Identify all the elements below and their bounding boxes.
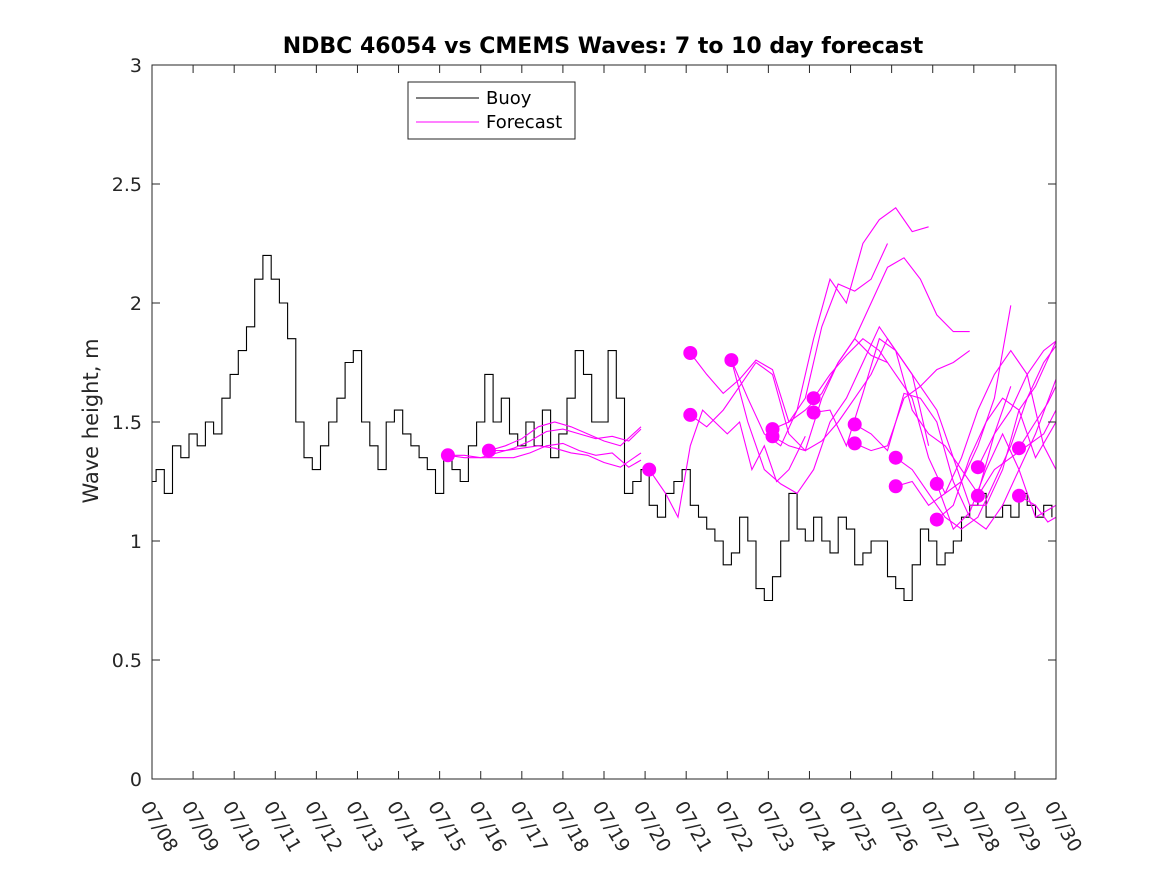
forecast-line-5 (648, 409, 806, 519)
forecast-marker-10 (806, 405, 821, 420)
x-tick-label: 07/10 (218, 798, 264, 856)
forecast-line-4 (488, 445, 642, 468)
y-tick-label: 0.5 (112, 650, 142, 672)
chart-title: NDBC 46054 vs CMEMS Waves: 7 to 10 day f… (283, 34, 924, 59)
forecast-line-22 (1018, 386, 1056, 449)
legend-buoy-label: Buoy (486, 88, 532, 109)
x-tick-label: 07/18 (547, 798, 593, 856)
forecast-line-8 (730, 207, 929, 447)
plot-area (152, 207, 1056, 602)
forecast-marker-19 (1012, 441, 1026, 456)
x-tick-label: 07/26 (875, 798, 921, 856)
legend-box (407, 81, 576, 140)
forecast-line-11 (772, 337, 971, 452)
x-tick-label: 07/08 (136, 798, 182, 856)
forecast-marker-16 (929, 512, 944, 527)
forecast-marker-2 (481, 443, 496, 458)
forecast-line-23 (1018, 495, 1056, 523)
legend-forecast-label: Forecast (486, 112, 562, 133)
x-tick-label: 07/15 (423, 798, 469, 856)
forecast-marker-6 (724, 353, 739, 368)
y-tick-label: 1.5 (112, 412, 142, 434)
y-tick-label: 2 (130, 293, 142, 315)
forecast-line-15 (854, 340, 1056, 506)
forecast-marker-15 (929, 476, 944, 491)
forecast-marker-11 (847, 417, 862, 432)
x-tick-label: 07/27 (916, 798, 962, 856)
x-tick-label: 07/17 (505, 798, 551, 856)
axes: 00.511.522.5307/0807/0907/1007/1107/1207… (112, 55, 1086, 856)
forecast-marker-3 (642, 462, 657, 477)
x-tick-label: 07/09 (177, 798, 223, 856)
x-tick-label: 07/30 (1040, 798, 1086, 856)
x-tick-label: 07/11 (259, 798, 305, 856)
x-tick-label: 07/28 (957, 798, 1003, 856)
forecast-line-18 (936, 432, 1056, 531)
forecast-line-20 (977, 340, 1056, 468)
x-tick-label: 07/22 (711, 798, 757, 856)
forecast-marker-13 (888, 450, 903, 465)
x-tick-label: 07/14 (382, 798, 428, 856)
forecast-line-12 (813, 305, 1012, 495)
x-tick-label: 07/29 (999, 798, 1045, 856)
forecast-marker-18 (970, 488, 985, 503)
forecast-marker-8 (765, 429, 780, 444)
forecast-marker-9 (806, 391, 821, 406)
x-tick-label: 07/25 (834, 798, 880, 856)
y-axis-label: Wave height, m (79, 338, 103, 503)
buoy-line (152, 254, 1053, 602)
series-group (152, 207, 1056, 602)
y-tick-label: 1 (130, 531, 142, 553)
x-tick-label: 07/24 (793, 798, 839, 856)
forecast-marker-1 (440, 448, 455, 463)
forecast-line-17 (895, 349, 1056, 507)
x-tick-label: 07/20 (629, 798, 675, 856)
x-tick-label: 07/13 (341, 798, 387, 856)
forecast-marker-12 (847, 436, 862, 451)
y-tick-label: 2.5 (112, 174, 142, 196)
forecast-line-2 (447, 442, 642, 468)
y-tick-label: 0 (130, 769, 142, 791)
x-tick-label: 07/21 (670, 798, 716, 856)
forecast-line-3 (488, 421, 642, 452)
forecast-line-19 (936, 397, 1056, 521)
x-tick-label: 07/23 (752, 798, 798, 856)
legend: Buoy Forecast (407, 81, 576, 140)
x-tick-label: 07/19 (588, 798, 634, 856)
forecast-marker-14 (888, 479, 903, 494)
forecast-marker-20 (1012, 488, 1026, 503)
forecast-line-16 (895, 345, 1056, 530)
forecast-line-7 (689, 337, 888, 452)
forecast-line-10 (772, 257, 970, 430)
x-tick-label: 07/16 (464, 798, 510, 856)
x-tick-label: 07/12 (300, 798, 346, 856)
forecast-marker-5 (683, 407, 698, 422)
forecast-marker-17 (970, 460, 985, 475)
forecast-marker-4 (683, 346, 698, 360)
y-tick-label: 3 (130, 55, 142, 77)
